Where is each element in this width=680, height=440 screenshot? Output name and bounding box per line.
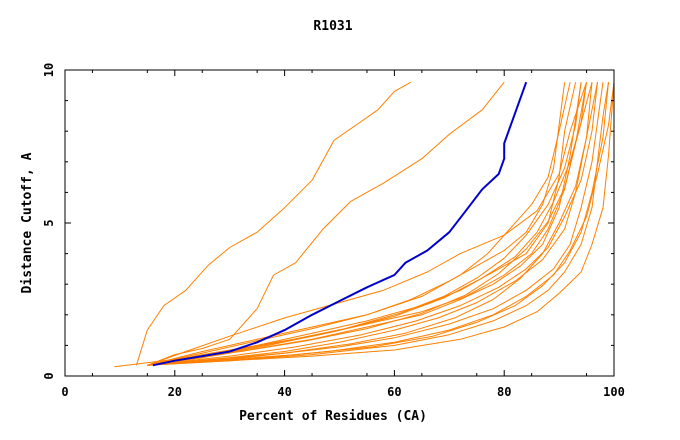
series-line-model-k: [147, 82, 593, 366]
y-axis-label: Distance Cutoff, A: [20, 152, 35, 293]
series-line-model-s: [147, 82, 615, 366]
y-tick-label: 10: [42, 63, 56, 77]
series-line-model-a: [135, 81, 412, 366]
y-tick-label: 5: [42, 219, 56, 226]
series-line-model-p: [147, 82, 609, 366]
series-line-model-l: [147, 82, 598, 366]
x-axis-label: Percent of Residues (CA): [239, 409, 427, 424]
x-tick-label: 40: [277, 385, 291, 399]
x-tick-label: 60: [387, 385, 401, 399]
series-line-model-h: [147, 82, 615, 366]
series-line-model-r: [147, 82, 582, 366]
x-tick-label: 20: [168, 385, 182, 399]
x-tick-label: 0: [61, 385, 68, 399]
series-line-model-o: [147, 82, 587, 366]
y-tick-label: 0: [42, 372, 56, 379]
tick-layer: 0 20 40 60 80 100 0 5 10: [42, 63, 625, 399]
chart-title: R1031: [313, 19, 352, 34]
series-line-highlighted: [152, 81, 528, 367]
series-line-model-b: [147, 81, 505, 366]
series-line-model-n: [147, 82, 598, 366]
series-line-model-q: [114, 82, 587, 368]
series-layer: [114, 81, 615, 368]
series-line-model-g: [147, 82, 609, 366]
series-line-model-j: [147, 82, 587, 366]
x-tick-label: 100: [603, 385, 625, 399]
x-tick-label: 80: [497, 385, 511, 399]
